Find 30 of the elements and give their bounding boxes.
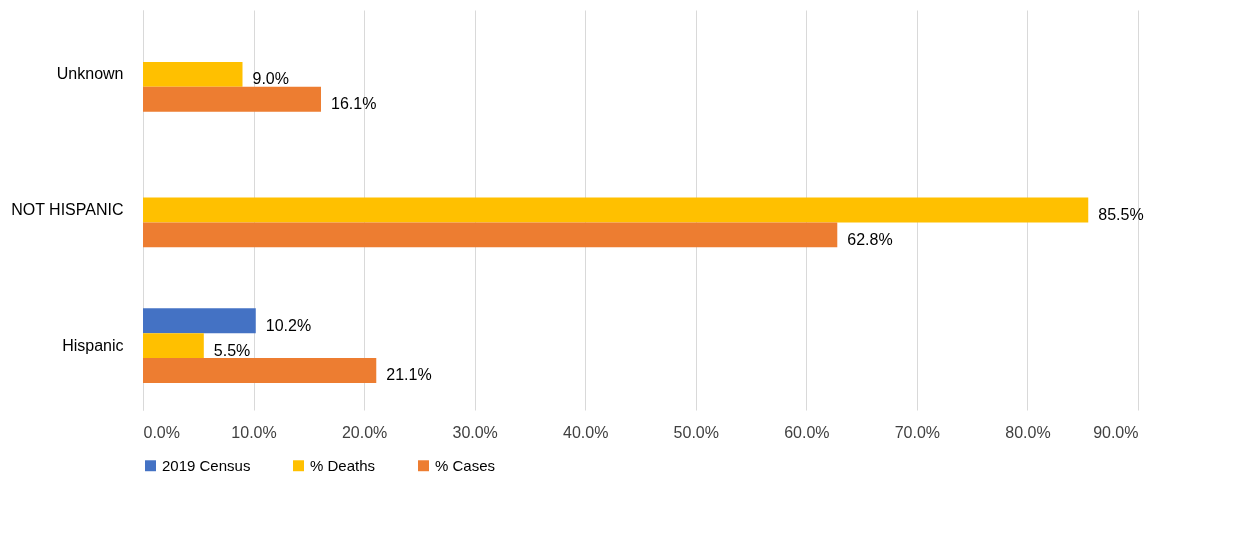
bar: [143, 61, 243, 87]
bar: [143, 197, 1089, 223]
bar: [143, 333, 204, 359]
y-tick-label: Unknown: [56, 65, 124, 83]
x-tick-label: 0.0%: [143, 423, 180, 441]
data-label: 10.2%: [265, 316, 312, 334]
data-label: 62.8%: [847, 230, 893, 248]
bar: [143, 86, 321, 112]
x-tick-label: 40.0%: [563, 423, 609, 441]
bar: [143, 308, 256, 334]
x-tick-label: 90.0%: [1093, 423, 1139, 441]
y-tick-label: Hispanic: [62, 336, 124, 354]
x-tick-label: 70.0%: [894, 423, 941, 441]
bar: [143, 358, 377, 383]
data-label: 5.5%: [213, 341, 251, 359]
x-tick-label: 50.0%: [673, 423, 719, 441]
data-label: 16.1%: [330, 95, 377, 113]
x-tick-label: 30.0%: [452, 423, 498, 441]
legend-label: 2019 Census: [162, 456, 251, 474]
x-tick-label: 20.0%: [341, 423, 388, 441]
data-label: 9.0%: [252, 70, 289, 88]
legend-label: % Cases: [435, 456, 496, 474]
x-tick-label: 80.0%: [1005, 423, 1051, 441]
legend-label: % Deaths: [310, 456, 376, 474]
data-label: 21.1%: [386, 366, 432, 384]
x-tick-label: 60.0%: [784, 423, 830, 441]
y-tick-label: NOT HISPANIC: [11, 201, 124, 218]
x-tick-label: 10.0%: [231, 423, 277, 441]
data-label: 85.5%: [1098, 206, 1144, 223]
bar: [143, 222, 838, 248]
